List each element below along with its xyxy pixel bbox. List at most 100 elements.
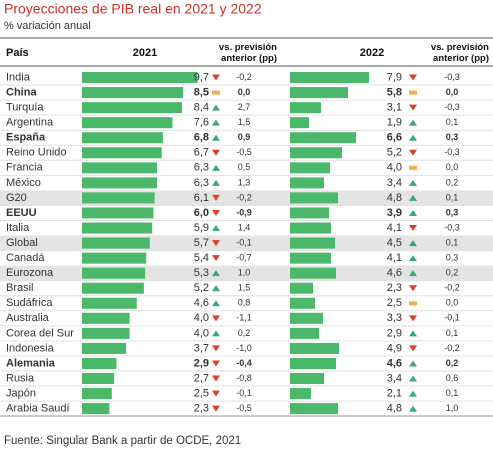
value-label: 5,2 — [194, 282, 209, 294]
revision-label: -0,3 — [444, 102, 460, 112]
value-label: 4,0 — [194, 327, 209, 339]
value-label: 4,9 — [387, 342, 402, 354]
revision-up-icon — [409, 209, 417, 216]
bar — [290, 267, 336, 279]
revision-down-icon — [409, 315, 417, 322]
value-label: 4,6 — [387, 357, 402, 369]
category-label: Arabia Saudí — [6, 403, 70, 415]
value-label: 6,8 — [194, 132, 209, 144]
revision-label: -0,3 — [444, 222, 460, 232]
value-label: 6,7 — [194, 147, 209, 159]
value-label: 4,6 — [387, 267, 402, 279]
revision-flat-icon — [409, 301, 417, 306]
revision-up-icon — [409, 375, 417, 382]
value-label: 2,3 — [387, 282, 402, 294]
value-label: 4,5 — [387, 237, 402, 249]
bar — [290, 403, 338, 415]
value-label: 7,9 — [387, 71, 402, 83]
revision-up-icon — [212, 225, 220, 232]
revision-label: 0,0 — [446, 298, 459, 308]
revision-flat-icon — [409, 165, 417, 170]
revision-label: -0,1 — [236, 237, 252, 247]
revision-up-icon — [212, 270, 220, 277]
bar — [82, 373, 115, 385]
revision-label: 1,0 — [238, 268, 251, 278]
value-label: 9,7 — [194, 71, 209, 83]
revision-up-icon — [212, 179, 220, 186]
bar — [82, 102, 182, 114]
revision-up-icon — [409, 134, 417, 141]
revision-down-icon — [212, 255, 220, 262]
revision-label: 0,3 — [446, 132, 459, 142]
revision-down-icon — [212, 360, 220, 367]
revision-up-icon — [409, 270, 417, 277]
revision-label: -0,2 — [236, 192, 252, 202]
value-label: 7,6 — [194, 117, 209, 129]
bar — [82, 252, 147, 264]
revision-up-icon — [409, 405, 417, 412]
revision-label: 0,8 — [238, 298, 251, 308]
revision-up-icon — [212, 119, 220, 126]
value-label: 2,1 — [387, 387, 402, 399]
value-label: 8,5 — [194, 86, 209, 98]
category-label: Eurozona — [6, 267, 54, 279]
revision-label: 0,0 — [446, 162, 459, 172]
revision-label: 2,7 — [238, 102, 251, 112]
revision-up-icon — [212, 164, 220, 171]
revision-down-icon — [212, 315, 220, 322]
revision-label: 0,1 — [446, 117, 459, 127]
bar — [290, 162, 330, 174]
category-label: Canadá — [6, 252, 45, 264]
revision-label: 0,2 — [446, 358, 459, 368]
value-label: 5,4 — [194, 252, 209, 264]
revision-label: 0,6 — [446, 373, 459, 383]
series-header: 2022 — [360, 47, 384, 59]
bar — [290, 147, 342, 159]
category-label: España — [6, 132, 46, 144]
bar — [82, 297, 137, 309]
bar — [290, 327, 319, 339]
revision-label: 0,0 — [446, 87, 459, 97]
value-label: 4,6 — [194, 297, 209, 309]
value-label: 3,4 — [387, 177, 402, 189]
revision-label: -0,5 — [236, 147, 252, 157]
revision-up-icon — [409, 240, 417, 247]
revision-label: 1,5 — [238, 283, 251, 293]
revision-down-icon — [212, 149, 220, 156]
bar — [82, 72, 198, 84]
revision-down-icon — [409, 74, 417, 81]
category-label: India — [6, 71, 31, 83]
series-header: 2021 — [133, 47, 157, 59]
revision-header: vs. previsión anterior (pp) — [219, 42, 277, 64]
revision-down-icon — [212, 74, 220, 81]
category-label: Italia — [6, 222, 30, 234]
bar — [82, 147, 162, 159]
bar — [82, 327, 130, 339]
revision-flat-icon — [409, 90, 417, 95]
revision-label: -0,3 — [444, 147, 460, 157]
revision-up-icon — [212, 134, 220, 141]
revision-up-icon — [409, 360, 417, 367]
bar — [82, 267, 146, 279]
bar — [82, 312, 130, 324]
bar — [82, 192, 155, 204]
revision-down-icon — [409, 149, 417, 156]
value-label: 4,0 — [194, 312, 209, 324]
revision-label: 0,1 — [446, 328, 459, 338]
revision-label: 0,5 — [238, 162, 251, 172]
revision-label: 0,9 — [238, 132, 251, 142]
category-label: Rusia — [6, 372, 35, 384]
revision-up-icon — [409, 330, 417, 337]
revision-down-icon — [409, 104, 417, 111]
chart-title: Proyecciones de PIB real en 2021 y 2022 — [4, 1, 262, 17]
bar — [82, 207, 154, 219]
bar — [290, 177, 324, 189]
value-label: 3,1 — [387, 102, 402, 114]
value-label: 5,8 — [387, 86, 402, 98]
value-label: 3,7 — [194, 342, 209, 354]
source: Fuente: Singular Bank a partir de OCDE, … — [4, 435, 241, 447]
bar — [82, 237, 150, 249]
revision-up-icon — [212, 285, 220, 292]
category-label: Japón — [6, 387, 36, 399]
